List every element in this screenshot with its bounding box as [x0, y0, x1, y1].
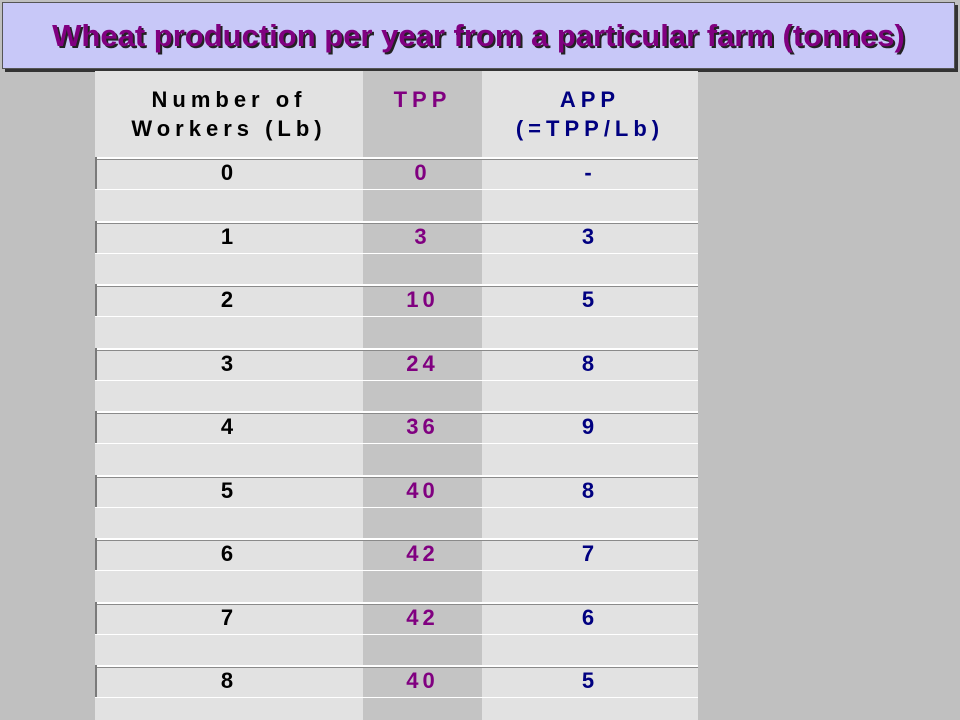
- row-sub-divider: [95, 252, 698, 254]
- workers-cell: 4: [220, 414, 238, 439]
- row-edge: [95, 665, 97, 697]
- app-cell: 3: [581, 223, 599, 249]
- row-divider: [95, 220, 698, 224]
- row-divider: [95, 284, 698, 287]
- row-divider: [95, 347, 698, 351]
- tpp-cell: 36: [406, 414, 439, 439]
- production-table: Number of Workers (Lb) TPP APP (=TPP/Lb)…: [95, 71, 700, 720]
- workers-cell: 8: [220, 668, 238, 693]
- workers-cell: 6: [220, 541, 238, 566]
- table-row: 5 40 8: [95, 474, 698, 539]
- app-cell: 7: [581, 541, 599, 566]
- app-cell: 9: [581, 414, 599, 439]
- row-edge: [95, 347, 97, 380]
- app-cell: 5: [581, 287, 599, 312]
- row-divider: [95, 411, 698, 414]
- tpp-cell: 42: [406, 541, 439, 566]
- tpp-cell: 42: [406, 604, 439, 630]
- row-sub-divider: [95, 379, 698, 381]
- header-workers: Number of Workers (Lb): [131, 87, 327, 141]
- row-divider: [95, 665, 698, 668]
- tpp-cell: 0: [414, 160, 431, 185]
- app-column-background: [482, 71, 698, 720]
- table-row: 6 42 7: [95, 538, 698, 602]
- row-divider: [95, 538, 698, 541]
- page-title: Wheat production per year from a particu…: [52, 17, 905, 53]
- workers-cell: 2: [220, 287, 238, 312]
- row-edge: [95, 474, 97, 507]
- app-cell: -: [584, 160, 596, 185]
- table-row: 1 3 3: [95, 220, 698, 285]
- table-row: 4 36 9: [95, 411, 698, 475]
- app-cell: 8: [581, 477, 599, 503]
- title-banner: Wheat production per year from a particu…: [2, 2, 955, 69]
- row-divider: [95, 474, 698, 478]
- workers-cell: 0: [220, 160, 238, 185]
- row-sub-divider: [95, 697, 698, 698]
- tpp-cell: 10: [406, 287, 439, 312]
- app-cell: 8: [581, 350, 599, 376]
- row-sub-divider: [95, 633, 698, 635]
- header-app: APP (=TPP/Lb): [515, 87, 665, 141]
- table-row: 2 10 5: [95, 284, 698, 348]
- workers-cell: 5: [220, 477, 238, 503]
- tpp-cell: 3: [414, 223, 431, 249]
- row-sub-divider: [95, 443, 698, 444]
- workers-column-background: [95, 71, 363, 720]
- table-row: 0 0 -: [95, 157, 698, 221]
- tpp-column-background: [363, 71, 482, 720]
- row-edge: [95, 284, 97, 316]
- app-cell: 5: [581, 668, 599, 693]
- row-sub-divider: [95, 189, 698, 190]
- workers-cell: 1: [220, 223, 238, 249]
- table-row: 3 24 8: [95, 347, 698, 412]
- workers-cell: 3: [220, 350, 238, 376]
- tpp-cell: 40: [406, 668, 439, 693]
- table-row: 8 40 5: [95, 665, 698, 720]
- app-cell: 6: [581, 604, 599, 630]
- row-sub-divider: [95, 506, 698, 508]
- row-edge: [95, 220, 97, 253]
- workers-cell: 7: [220, 604, 238, 630]
- row-edge: [95, 157, 97, 189]
- row-edge: [95, 601, 97, 634]
- row-edge: [95, 538, 97, 570]
- tpp-cell: 40: [406, 477, 439, 503]
- row-divider: [95, 601, 698, 605]
- row-edge: [95, 411, 97, 443]
- table-row: 7 42 6: [95, 601, 698, 666]
- row-divider: [95, 157, 698, 160]
- row-sub-divider: [95, 316, 698, 317]
- header-tpp: TPP: [393, 87, 452, 112]
- tpp-cell: 24: [406, 350, 439, 376]
- row-sub-divider: [95, 570, 698, 571]
